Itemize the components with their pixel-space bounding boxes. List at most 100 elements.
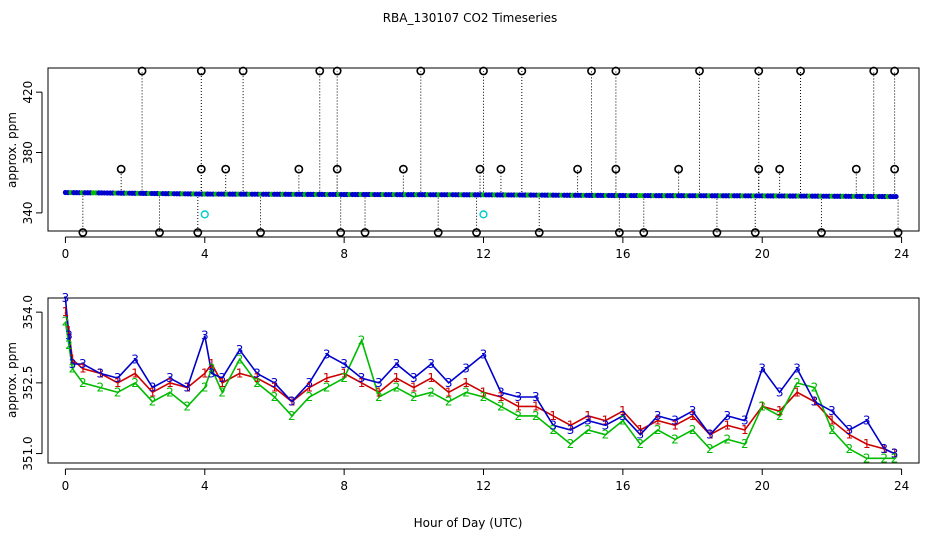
flag-high-marker xyxy=(196,66,206,76)
cyan-marker xyxy=(479,210,488,219)
flag-mid-marker xyxy=(221,164,231,174)
series-3-marker: 3 xyxy=(741,414,749,428)
flag-mid-marker xyxy=(573,164,582,174)
flag-high-marker xyxy=(869,66,879,76)
series-3-marker: 3 xyxy=(184,381,192,395)
series-3-marker: 3 xyxy=(880,442,888,456)
series-1-marker: 1 xyxy=(184,381,192,395)
series-1-marker: 1 xyxy=(880,442,888,456)
series-2-marker: 2 xyxy=(375,390,383,404)
series-2-marker: 2 xyxy=(393,381,401,395)
series-1-marker: 1 xyxy=(65,324,73,338)
series-1-marker: 1 xyxy=(69,352,77,366)
top-x-tick-label: 0 xyxy=(62,247,70,261)
series-1-marker: 1 xyxy=(532,399,540,413)
series-1-marker: 1 xyxy=(724,418,732,432)
series-3-marker: 3 xyxy=(375,376,383,390)
series-3-marker: 3 xyxy=(706,428,714,442)
flag-low-marker xyxy=(534,228,544,237)
series-3-marker: 3 xyxy=(891,447,899,461)
flag-low-marker xyxy=(712,228,722,237)
series-2-marker: 2 xyxy=(776,409,784,423)
series-1-marker: 1 xyxy=(689,409,697,423)
series-1-marker: 1 xyxy=(79,362,87,376)
series-1-marker: 1 xyxy=(793,385,801,399)
series-2-marker: 2 xyxy=(305,390,313,404)
series-2-marker: 2 xyxy=(131,376,139,390)
series-1-marker: 1 xyxy=(218,376,226,390)
series-2-marker: 2 xyxy=(166,385,174,399)
bottom-y-tick-label: 352.5 xyxy=(21,366,35,400)
series-2-marker: 2 xyxy=(114,385,122,399)
flag-mid-marker xyxy=(196,164,206,174)
flag-mid-marker xyxy=(294,164,304,174)
flag-mid-marker xyxy=(332,164,342,174)
series-1-marker: 1 xyxy=(891,447,899,461)
series-2-marker: 2 xyxy=(828,423,836,437)
series-1-marker: 1 xyxy=(114,376,122,390)
series-2-marker: 2 xyxy=(497,399,505,413)
series-1-marker: 1 xyxy=(131,366,139,380)
series-2-marker: 2 xyxy=(845,442,853,456)
cyan-marker xyxy=(200,210,209,219)
bottom-x-tick-label: 24 xyxy=(894,479,909,493)
series-3-marker: 3 xyxy=(340,357,348,371)
top-x-tick-label: 8 xyxy=(340,247,348,261)
series-1-marker: 1 xyxy=(828,414,836,428)
series-3-marker: 3 xyxy=(462,362,470,376)
series-3-marker: 3 xyxy=(602,418,610,432)
series-1-marker: 1 xyxy=(427,371,435,385)
series-1-marker: 1 xyxy=(480,385,488,399)
series-2-marker: 2 xyxy=(584,423,592,437)
flag-mid-marker xyxy=(398,164,408,174)
series-3-marker: 3 xyxy=(393,357,401,371)
series-3-marker: 3 xyxy=(793,362,801,376)
series-1-marker: 1 xyxy=(340,366,348,380)
series-2-marker: 2 xyxy=(271,390,279,404)
series-1-marker: 1 xyxy=(208,357,216,371)
bottom-x-tick-label: 4 xyxy=(201,479,209,493)
top-x-tick-label: 20 xyxy=(755,247,770,261)
bottom-x-tick-label: 8 xyxy=(340,479,348,493)
series-3-marker: 3 xyxy=(619,409,627,423)
series-2-marker: 2 xyxy=(288,409,296,423)
series-2-marker: 2 xyxy=(880,451,888,465)
flag-high-marker xyxy=(315,66,325,76)
series-2-marker: 2 xyxy=(340,371,348,385)
series-2-line xyxy=(64,321,895,460)
flag-high-marker xyxy=(137,66,147,76)
bottom-x-axis: 0 4 8 12 16 20 24 xyxy=(62,468,909,493)
series-2-marker: 2 xyxy=(96,381,104,395)
flag-low-marker xyxy=(360,228,370,237)
flag-low-marker xyxy=(336,228,346,237)
series-1-marker: 1 xyxy=(96,366,104,380)
bottom-x-tick-label: 16 xyxy=(615,479,630,493)
series-1-marker: 1 xyxy=(253,371,261,385)
series-2-marker: 2 xyxy=(462,385,470,399)
series-2-marker: 2 xyxy=(741,437,749,451)
flag-high-marker xyxy=(416,66,426,76)
series-1-marker: 1 xyxy=(619,404,627,418)
top-y-axis: 340 380 420 xyxy=(21,81,43,224)
series-2-marker: 2 xyxy=(636,437,644,451)
series-1-marker: 1 xyxy=(236,366,244,380)
series-2-marker: 2 xyxy=(706,442,714,456)
series-3-marker: 3 xyxy=(208,366,216,380)
series-2-marker: 2 xyxy=(891,451,899,465)
series-2-marker: 2 xyxy=(69,362,77,376)
flag-high-marker xyxy=(238,66,248,76)
flag-low-marker xyxy=(155,228,164,237)
series-1-marker: 1 xyxy=(636,423,644,437)
flag-mid-marker xyxy=(116,164,126,174)
flag-mid-marker xyxy=(674,164,684,174)
series-2-marker: 2 xyxy=(410,390,418,404)
series-1-marker: 1 xyxy=(602,414,610,428)
flag-low-marker xyxy=(614,228,624,237)
series-1-marker: 1 xyxy=(323,371,331,385)
series-3-marker: 3 xyxy=(671,414,679,428)
series-2-marker: 2 xyxy=(358,333,366,347)
series-1-marker: 1 xyxy=(811,395,819,409)
series-2-marker: 2 xyxy=(445,395,453,409)
